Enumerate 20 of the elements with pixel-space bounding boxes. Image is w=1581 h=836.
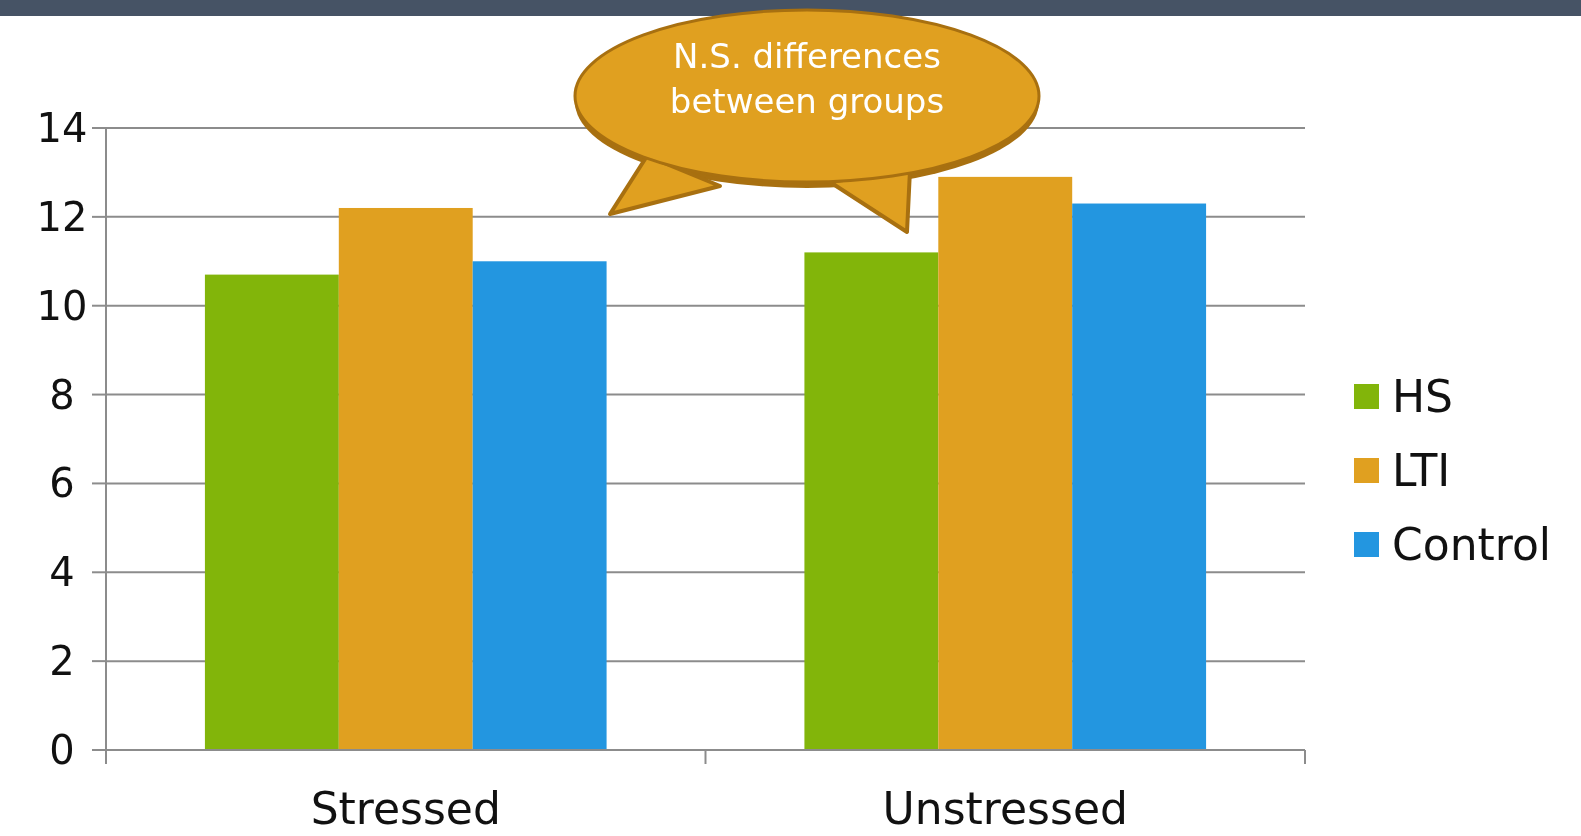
bar bbox=[938, 176, 1073, 750]
y-tick-label: 12 bbox=[36, 193, 88, 240]
y-tick-label: 14 bbox=[36, 105, 88, 151]
y-tick-label: 8 bbox=[49, 371, 75, 418]
text: N.S. differences between groups bbox=[669, 35, 945, 121]
x-tick-label: Unstressed bbox=[882, 783, 1128, 834]
y-tick-label: 6 bbox=[49, 460, 75, 507]
bar bbox=[472, 261, 607, 750]
y-tick-label: 4 bbox=[49, 549, 75, 596]
bar bbox=[1072, 203, 1207, 750]
x-tick-label: Stressed bbox=[310, 783, 501, 834]
legend-label: LTI bbox=[1392, 445, 1451, 497]
y-tick-label: 10 bbox=[36, 282, 88, 329]
bar bbox=[338, 207, 473, 750]
y-tick-label: 2 bbox=[49, 638, 75, 685]
bar bbox=[204, 274, 339, 750]
bar bbox=[804, 252, 939, 750]
legend-label: Control bbox=[1392, 519, 1552, 571]
legend-label: HS bbox=[1392, 371, 1454, 423]
y-tick-label: 0 bbox=[49, 727, 75, 773]
